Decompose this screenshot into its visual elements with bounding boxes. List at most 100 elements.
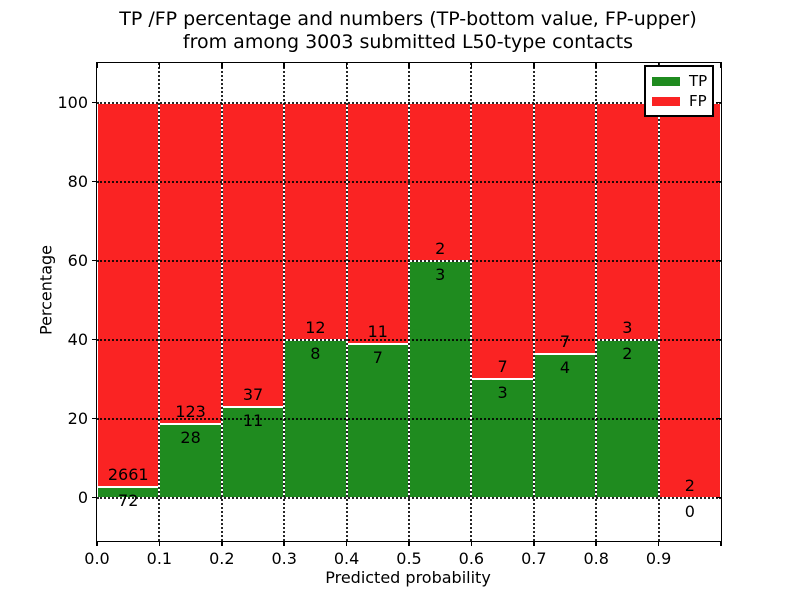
x-tick-mark (657, 541, 660, 546)
gridline-vertical (657, 63, 660, 541)
bar-segment-tp (346, 343, 409, 498)
gridline-vertical (345, 63, 348, 541)
chart-title-line1: TP /FP percentage and numbers (TP-bottom… (119, 8, 697, 30)
tp-count-label: 2 (622, 343, 633, 363)
fp-count-label: 7 (497, 357, 508, 377)
fp-count-label: 3 (622, 317, 633, 337)
gridline-vertical (283, 63, 286, 541)
legend-entry-tp: TP (652, 71, 708, 91)
x-tick-mark-top (345, 63, 348, 68)
y-tick-mark (92, 180, 97, 183)
x-tick-mark (221, 541, 223, 546)
y-tick-mark-right (716, 338, 721, 341)
x-tick-mark (158, 541, 161, 546)
gridline-horizontal (97, 180, 721, 183)
gridline-vertical (595, 63, 598, 541)
x-tick-mark (345, 541, 348, 546)
bar-segment-fp (658, 102, 721, 498)
x-tick-mark-top (720, 63, 722, 68)
y-tick-label: 80 (67, 171, 88, 191)
x-tick-mark (470, 541, 473, 546)
x-tick-mark (408, 541, 410, 546)
y-tick-mark-right (716, 259, 721, 262)
x-tick-label: 0.8 (583, 549, 609, 568)
y-tick-mark (92, 496, 97, 499)
plot-area: 2661 72 123 28 37 11 12 8 11 7 2 3 7 3 7 4 3 2 2 0 0.0 0.1 0.2… (57, 62, 722, 568)
y-tick-mark-right (716, 180, 721, 183)
bar-segment-fp (97, 102, 160, 488)
x-tick-mark (96, 541, 98, 546)
y-tick-mark-right (716, 417, 721, 420)
gridline-horizontal (97, 338, 721, 341)
x-tick-mark-top (283, 63, 285, 68)
tp-legend-swatch-icon (652, 76, 680, 86)
x-tick-label: 0.7 (521, 549, 547, 568)
y-tick-label: 40 (67, 329, 88, 349)
fp-legend-swatch-icon (652, 96, 680, 106)
y-tick-mark-right (716, 496, 721, 499)
x-tick-mark-top (96, 63, 98, 68)
bar-segment-fp (596, 102, 659, 340)
gridline-horizontal (97, 259, 721, 262)
tp-count-label: 4 (559, 357, 571, 377)
x-tick-mark-top (533, 63, 535, 68)
x-tick-mark-top (158, 63, 161, 68)
fp-count-label: 11 (367, 321, 388, 341)
bar-segment-fp (346, 102, 409, 344)
tp-count-label: 8 (310, 343, 321, 363)
y-tick-label: 0 (77, 487, 88, 507)
legend: TP FP (644, 65, 714, 117)
y-tick-label: 60 (67, 250, 88, 270)
gridline-vertical (158, 63, 161, 541)
x-tick-mark-top (470, 63, 473, 68)
x-tick-label: 0.4 (333, 549, 360, 568)
gridline-vertical (470, 63, 473, 541)
x-tick-mark-top (595, 63, 597, 68)
chart-title-line2: from among 3003 submitted L50-type conta… (182, 31, 634, 53)
tp-count-label: 28 (180, 428, 201, 448)
bar-segment-fp (471, 102, 534, 380)
fp-count-label: 7 (559, 331, 571, 351)
y-tick-label: 100 (57, 92, 88, 112)
y-tick-mark (92, 259, 97, 262)
gridline-horizontal (97, 496, 721, 499)
x-tick-label: 0.2 (209, 549, 235, 568)
bar-segment-fp (533, 102, 597, 354)
tp-count-label: 11 (242, 411, 264, 431)
bar-segment-fp (221, 102, 285, 408)
x-tick-mark (595, 541, 597, 546)
x-tick-mark (533, 541, 535, 546)
x-tick-label: 0.3 (271, 549, 297, 568)
tp-count-label: 3 (497, 383, 508, 403)
x-tick-mark-top (408, 63, 410, 68)
x-tick-label: 0.0 (84, 549, 110, 568)
x-tick-label: 0.6 (458, 549, 485, 568)
fp-count-label: 2 (684, 475, 695, 495)
x-axis-label: Predicted probability (325, 568, 491, 587)
tp-legend-label: TP (689, 72, 708, 90)
gridline-vertical (408, 63, 410, 541)
x-tick-mark (720, 541, 722, 546)
y-tick-mark (92, 338, 97, 341)
fp-count-label: 2 (435, 238, 446, 258)
tp-count-label: 0 (684, 501, 695, 521)
fp-count-label: 12 (305, 317, 326, 337)
fp-legend-label: FP (689, 92, 707, 110)
tp-count-label: 7 (372, 347, 383, 367)
x-tick-label: 0.5 (396, 549, 422, 568)
gridline-vertical (220, 63, 223, 541)
x-tick-label: 0.9 (645, 549, 672, 568)
tp-count-label: 72 (118, 491, 139, 511)
bar-segment-fp (284, 102, 347, 340)
chart-title: TP /FP percentage and numbers (TP-bottom… (96, 8, 720, 54)
gridline-horizontal (97, 101, 721, 104)
y-tick-mark (92, 417, 97, 420)
bar-segment-tp (409, 260, 472, 498)
legend-entry-fp: FP (652, 91, 707, 111)
gridline-vertical (532, 63, 535, 541)
x-tick-mark (283, 541, 285, 546)
y-tick-label: 20 (67, 408, 88, 428)
bar-segment-tp (533, 353, 597, 498)
x-tick-mark-top (221, 63, 223, 68)
